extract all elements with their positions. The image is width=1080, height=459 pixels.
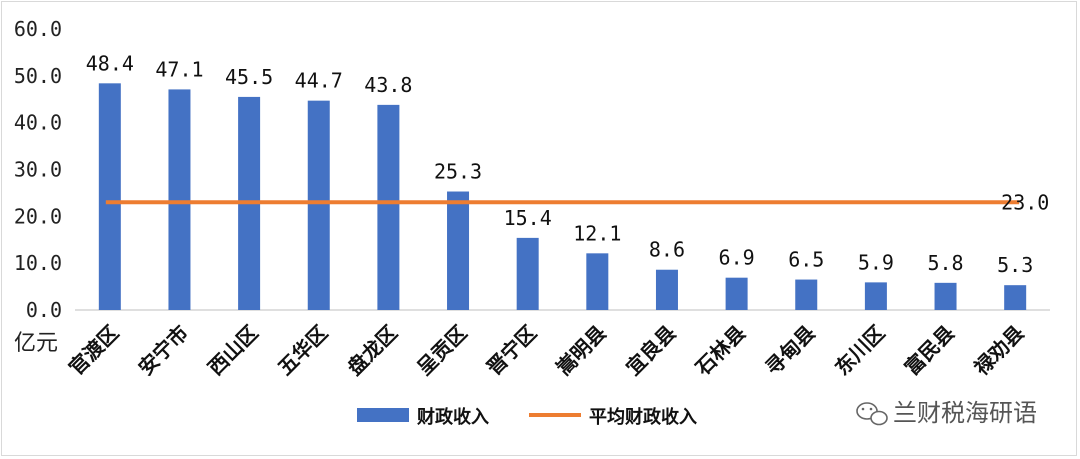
bar: [377, 104, 400, 311]
x-category-label: 五华区: [273, 321, 332, 380]
y-axis-ticks: 0.0 10.0 20.0 30.0 40.0 50.0 60.0: [14, 17, 62, 322]
bar: [725, 277, 748, 310]
watermark: 兰财税海研语: [856, 399, 1037, 427]
x-category-label: 禄劝县: [969, 321, 1028, 380]
x-category-label: 宜良县: [621, 321, 680, 380]
y-tick-label: 40.0: [14, 111, 62, 135]
y-tick-label: 60.0: [14, 17, 62, 41]
y-tick-label: 10.0: [14, 251, 62, 275]
legend-label-line: 平均财政收入: [589, 406, 697, 428]
bar: [795, 279, 818, 310]
bar: [586, 253, 609, 310]
bar: [864, 282, 887, 310]
bar-data-labels: 48.4 47.1 45.5 44.7 43.8 25.3 15.4 12.1 8.6 6.9 6.…: [86, 51, 1034, 277]
bar-data-label: 5.9: [858, 250, 894, 274]
bar-data-label: 47.1: [155, 57, 203, 81]
wechat-icon: [856, 402, 888, 426]
y-tick-label: 50.0: [14, 64, 62, 88]
x-category-label: 晋宁区: [482, 321, 541, 380]
bar-data-label: 45.5: [225, 65, 273, 89]
y-tick-label: 0.0: [26, 298, 62, 322]
bar-data-label: 5.8: [927, 251, 963, 275]
bar-series: [98, 83, 1027, 311]
bar-data-label: 12.1: [573, 221, 621, 245]
x-category-label: 盘龙区: [343, 321, 402, 380]
x-category-label: 呈贡区: [412, 321, 471, 380]
legend-label-bar: 财政收入: [417, 406, 489, 428]
x-category-label: 石林县: [690, 321, 750, 381]
x-axis-categories: 官渡区 安宁市 西山区 五华区 盘龙区 呈贡区 晋宁区 嵩明县 宜良县 石林县 寻甸县 东川区 富民县禄…: [64, 321, 1029, 381]
bar-data-label: 15.4: [504, 206, 552, 230]
bar-data-label: 6.9: [719, 246, 755, 270]
bar: [168, 89, 191, 310]
bar-data-label: 6.5: [788, 248, 824, 272]
watermark-text: 兰财税海研语: [893, 399, 1037, 427]
x-category-label: 西山区: [203, 321, 262, 380]
legend: 财政收入 平均财政收入: [357, 406, 697, 428]
bar: [98, 83, 121, 311]
x-category-label: 官渡区: [64, 321, 123, 380]
average-line-label: 23.0: [1001, 190, 1049, 214]
bar-data-label: 48.4: [86, 51, 134, 75]
bar-data-label: 43.8: [364, 73, 412, 97]
bar-data-label: 5.3: [997, 253, 1033, 277]
x-category-label: 嵩明县: [551, 321, 610, 380]
bar: [307, 100, 330, 310]
bar: [934, 282, 957, 310]
bar-data-label: 44.7: [295, 69, 343, 93]
bar-data-label: 8.6: [649, 238, 685, 262]
bar: [1004, 285, 1027, 310]
x-category-label: 寻甸县: [760, 321, 819, 380]
bar: [655, 269, 678, 310]
legend-swatch-bar: [357, 408, 409, 422]
x-category-label: 富民县: [900, 321, 959, 380]
y-axis-unit-label: 亿元: [14, 331, 58, 356]
bar: [447, 191, 470, 310]
x-category-label: 安宁市: [134, 321, 193, 380]
x-category-label: 东川区: [830, 321, 889, 380]
y-tick-label: 20.0: [14, 204, 62, 228]
bar: [516, 237, 539, 310]
bar-data-label: 25.3: [434, 160, 482, 184]
y-tick-label: 30.0: [14, 158, 62, 182]
average-line-series: 23.0: [105, 190, 1049, 214]
